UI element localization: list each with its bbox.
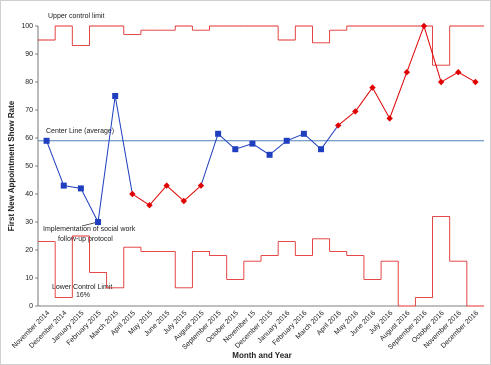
annotation: follow-up protocol [58,236,113,243]
data-point [60,182,67,189]
data-point [300,130,307,137]
x-axis-title: Month and Year [232,351,291,360]
lower-limit-sublabel: 16% [76,292,90,299]
data-point [455,69,462,76]
data-segment [389,72,408,119]
data-point [232,146,239,153]
data-point [197,182,205,189]
data-segment [200,133,219,186]
data-segment [183,185,202,202]
data-point [472,78,479,86]
data-segment [406,25,425,73]
y-tick-label: 90 [25,51,33,58]
data-segment [132,193,150,206]
y-tick-label: 80 [25,79,33,86]
data-point [369,84,376,91]
data-point [43,137,50,144]
y-tick-label: 50 [25,163,33,170]
annotation: Implementation of social work [43,226,136,233]
center-line-label: Center Line (average) [46,128,114,135]
y-tick-label: 60 [25,135,33,142]
data-point [180,197,188,205]
data-point [283,137,290,144]
y-tick-label: 40 [25,191,33,198]
data-segment [458,71,476,83]
y-tick-label: 0 [29,303,33,310]
y-tick-label: 70 [25,107,33,114]
y-axis-title: First New Appointment Show Rate [7,100,16,231]
data-point [163,182,170,189]
y-tick-label: 100 [21,23,33,30]
data-point [129,190,136,198]
data-segment [423,25,442,83]
data-point [403,69,411,76]
data-segment [372,87,391,119]
data-point [112,93,119,99]
data-segment [337,111,356,126]
data-point [95,219,102,225]
y-tick-label: 10 [25,275,33,282]
data-point [266,151,273,158]
data-segment [114,95,133,195]
y-tick-label: 20 [25,247,33,254]
data-point [77,185,84,192]
upper-limit-label: Upper control limit [48,13,104,20]
data-point [420,22,428,30]
data-segment [97,95,116,223]
data-segment [320,125,339,150]
y-tick-label: 30 [25,219,33,226]
data-point [215,130,222,137]
data-segment [440,71,459,83]
data-point [334,122,342,129]
data-point [146,202,153,209]
data-point [352,108,359,115]
annotation-arrow [81,222,97,227]
lower-limit-label: Lower Control Limit [52,284,112,291]
data-point [318,146,325,153]
data-segment [80,188,99,223]
data-point [437,78,445,86]
data-segment [166,185,185,202]
data-point [386,115,393,122]
data-segment [46,140,65,186]
data-point [249,140,256,147]
data-segment [149,185,168,206]
data-segment [354,87,373,112]
